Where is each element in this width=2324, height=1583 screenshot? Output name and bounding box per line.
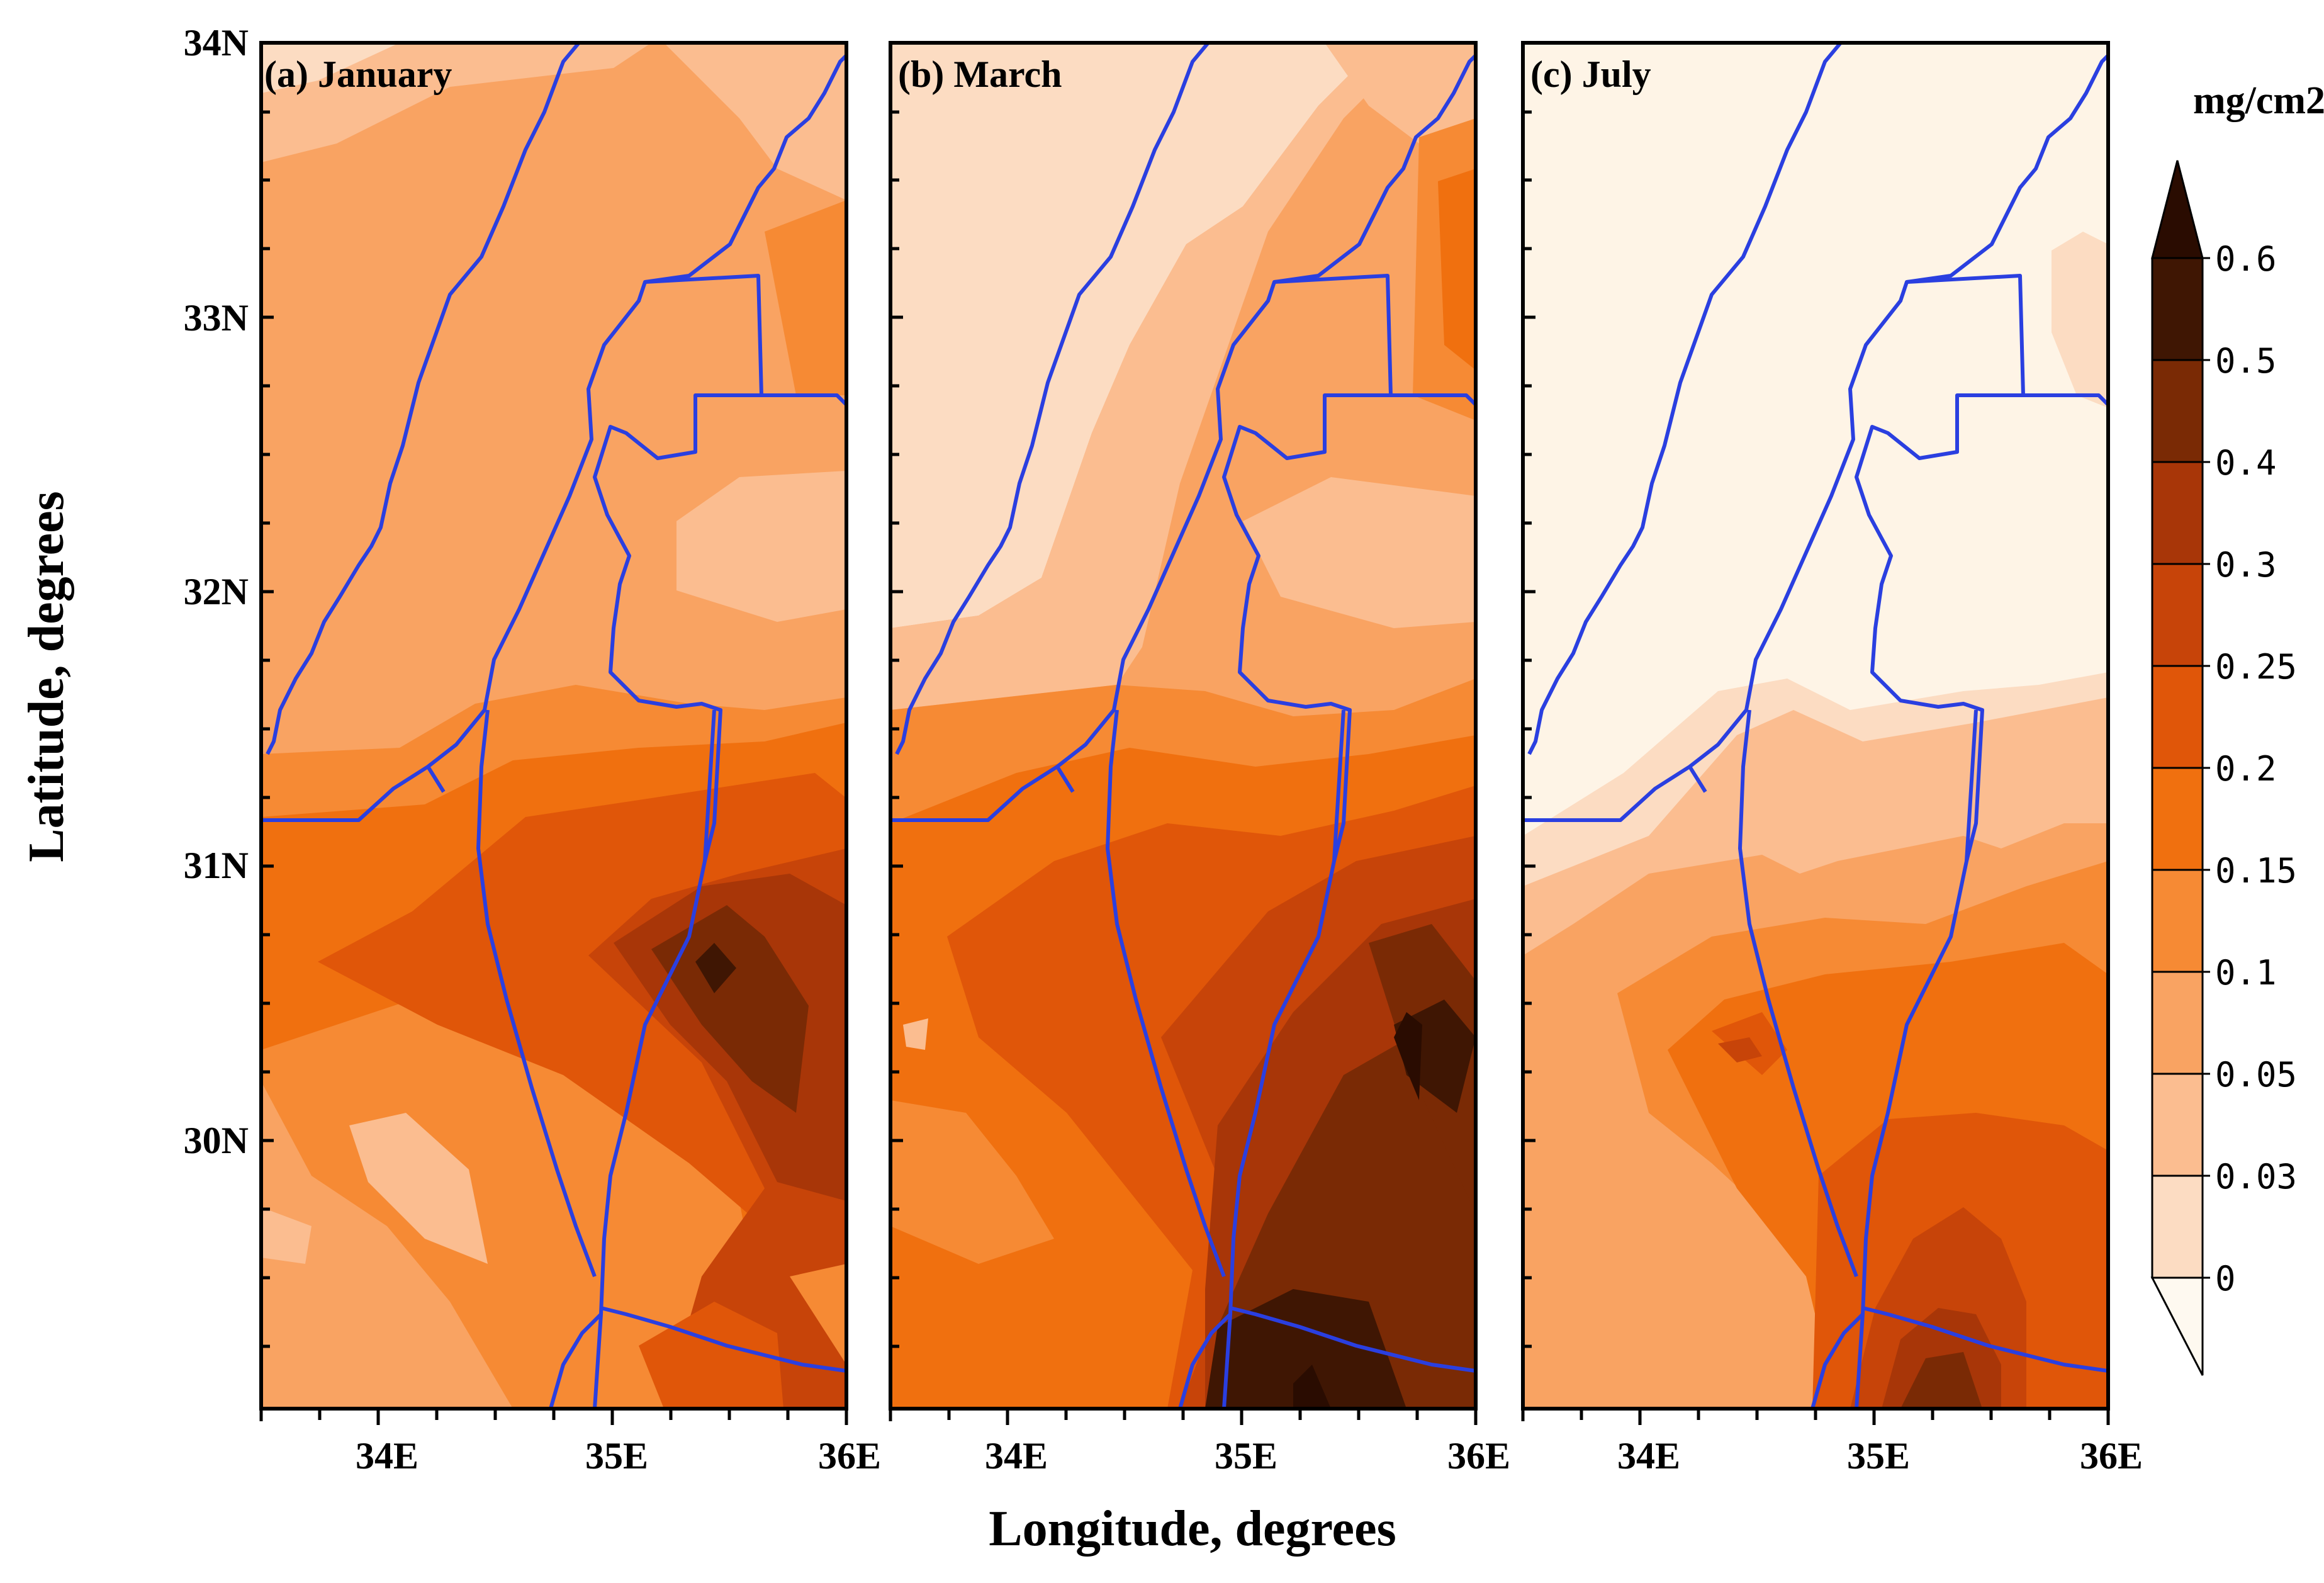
colorbar-min-triangle	[2150, 1276, 2204, 1376]
y-tick-31n: 31N	[184, 845, 249, 886]
field-july	[1523, 43, 2108, 1409]
panel-title-march: (b) March	[898, 54, 1062, 95]
colorbar-band	[2151, 665, 2204, 769]
y-tick-32n: 32N	[184, 571, 249, 612]
colorbar-level-label: 0.6	[2215, 239, 2277, 279]
colorbar-band	[2151, 359, 2204, 463]
colorbar-segments	[2151, 257, 2204, 1279]
x-tick-34e: 34E	[1617, 1435, 1680, 1477]
x-tick-labels-january: 34E 35E 36E	[356, 1435, 881, 1477]
x-tick-35e: 35E	[1215, 1435, 1277, 1477]
y-tick-34n: 34N	[184, 22, 249, 64]
x-tick-34e: 34E	[356, 1435, 418, 1477]
colorbar-level-label: 0.5	[2215, 341, 2277, 381]
colorbar-level-label: 0.4	[2215, 443, 2277, 483]
colorbar-band	[2151, 971, 2204, 1075]
colorbar: mg/cm2 0.6 0.5 0.4 0.3 0.25 0.2 0.15 0.1 0.05 0.0…	[2150, 79, 2324, 1376]
x-tick-36e: 36E	[818, 1435, 881, 1477]
x-axis-label: Longitude, degrees	[989, 1501, 1396, 1557]
colorbar-max-triangle	[2151, 160, 2204, 259]
panel-july: (c) July 34E 35E 36E	[1521, 41, 2143, 1477]
x-tick-labels-march: 34E 35E 36E	[985, 1435, 1510, 1477]
panel-march: (b) March 34E 35E 36E	[889, 41, 1510, 1477]
country-boundaries-january	[261, 43, 846, 1409]
panel-title-july: (c) July	[1530, 54, 1651, 95]
x-tick-36e: 36E	[2080, 1435, 2143, 1477]
y-tick-30n: 30N	[184, 1120, 249, 1161]
x-tick-35e: 35E	[1847, 1435, 1910, 1477]
y-axis-label: Latitude, degrees	[19, 491, 74, 862]
colorbar-level-label: 0.15	[2215, 851, 2297, 891]
colorbar-band	[2151, 563, 2204, 667]
colorbar-band	[2151, 1073, 2204, 1177]
colorbar-level-label: 0.25	[2215, 647, 2297, 687]
country-boundaries-march	[890, 43, 1476, 1409]
colorbar-band	[2151, 767, 2204, 871]
colorbar-level-label: 0.03	[2215, 1157, 2297, 1197]
colorbar-band	[2151, 461, 2204, 565]
y-tick-33n: 33N	[184, 297, 249, 339]
panel-title-january: (a) January	[264, 54, 452, 95]
field-january	[261, 43, 846, 1409]
x-tick-34e: 34E	[985, 1435, 1048, 1477]
colorbar-unit: mg/cm2	[2193, 79, 2324, 122]
country-boundaries-july	[1523, 43, 2108, 1409]
x-tick-36e: 36E	[1447, 1435, 1510, 1477]
y-tick-labels: 34N 33N 32N 31N 30N	[184, 22, 249, 1161]
colorbar-level-label: 0.2	[2215, 749, 2277, 789]
colorbar-level-label: 0.05	[2215, 1055, 2297, 1095]
panel-january: (a) January 34E 35E 36E	[259, 41, 881, 1477]
x-tick-35e: 35E	[585, 1435, 648, 1477]
field-march	[890, 43, 1476, 1409]
x-tick-labels-july: 34E 35E 36E	[1617, 1435, 2143, 1477]
colorbar-level-label: 0.3	[2215, 545, 2277, 585]
colorbar-band	[2151, 257, 2204, 361]
colorbar-level-labels: 0.6 0.5 0.4 0.3 0.25 0.2 0.15 0.1 0.05 0.03 0	[2203, 239, 2297, 1299]
colorbar-band	[2151, 869, 2204, 973]
colorbar-level-label: 0.1	[2215, 953, 2277, 993]
colorbar-band	[2151, 1175, 2204, 1279]
colorbar-level-label: 0	[2215, 1259, 2236, 1299]
